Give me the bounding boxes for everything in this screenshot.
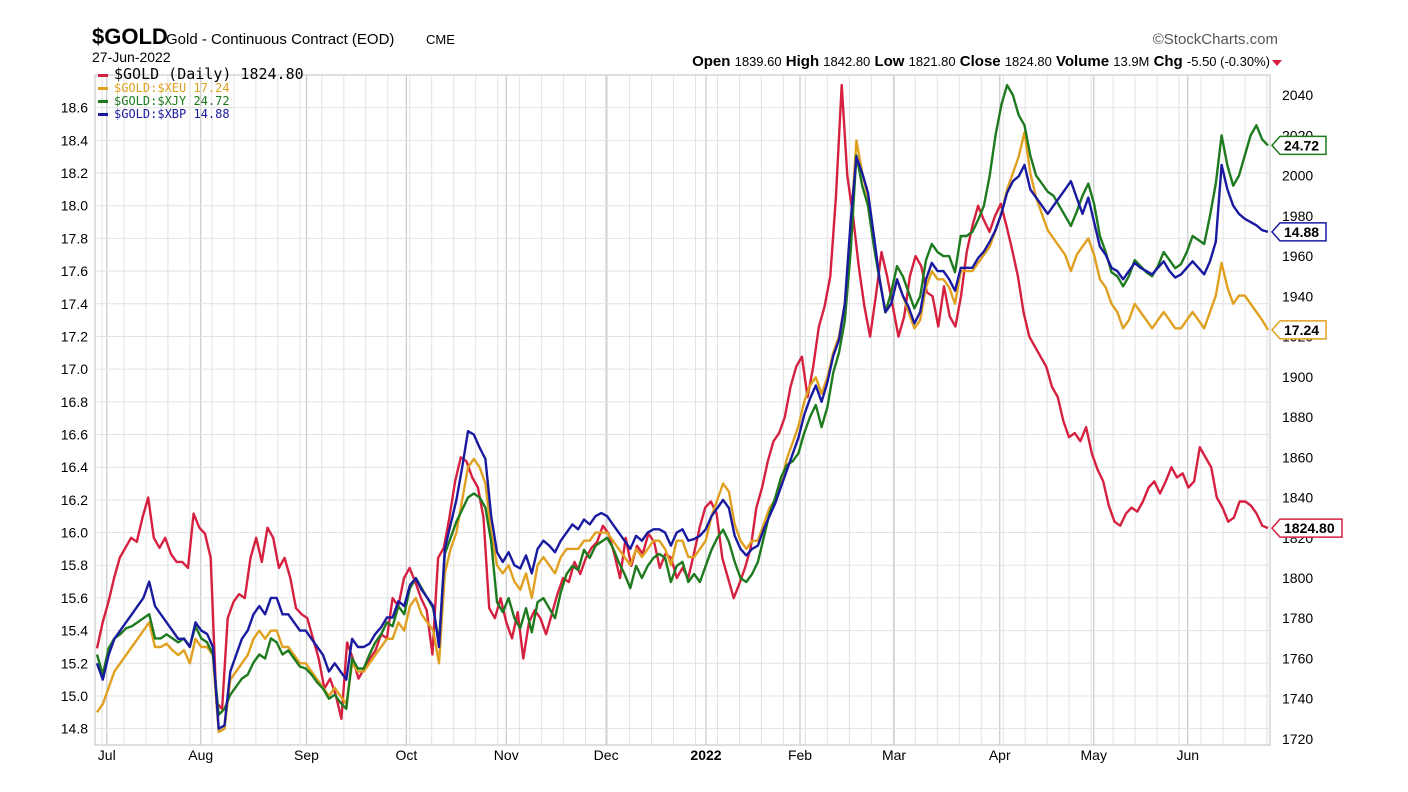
x-tick-label: Feb xyxy=(788,747,812,763)
x-tick-label: 2022 xyxy=(690,747,721,763)
close-label: Close xyxy=(960,53,1001,70)
ohlc-line: Open 1839.60 High 1842.80 Low 1821.80 Cl… xyxy=(692,53,1270,70)
badge-box xyxy=(1270,320,1327,340)
left-tick-label: 16.6 xyxy=(61,427,88,443)
chart-date: 27-Jun-2022 xyxy=(92,49,171,65)
plot-frame xyxy=(94,74,1271,746)
left-axis-ticks: 14.8 15.0 15.2 15.4 15.6 15.8 16.0 16.2 16.4 16.6… xyxy=(61,100,88,737)
chg-label: Chg xyxy=(1154,53,1183,70)
left-tick-label: 15.2 xyxy=(61,655,88,671)
contract-description: Gold - Continuous Contract (EOD) xyxy=(166,31,394,48)
left-tick-label: 16.2 xyxy=(61,492,88,508)
x-tick-label: Jun xyxy=(1176,747,1199,763)
x-tick-label: May xyxy=(1081,747,1107,763)
symbol: $GOLD xyxy=(92,24,168,49)
left-tick-label: 18.6 xyxy=(61,100,88,116)
right-tick-label: 2000 xyxy=(1282,168,1313,184)
left-tick-label: 18.4 xyxy=(61,132,88,148)
brand: ©StockCharts.com xyxy=(1153,31,1278,48)
right-tick-label: 1980 xyxy=(1282,208,1313,224)
open-value: 1839.60 xyxy=(735,54,782,69)
x-tick-label: Aug xyxy=(188,747,213,763)
exchange: CME xyxy=(426,32,455,47)
last-value-badges: 1824.80 17.24 24.72 14.88 xyxy=(1270,135,1343,538)
last-value-badge: 14.88 xyxy=(1270,222,1327,242)
left-tick-label: 17.2 xyxy=(61,328,88,344)
legend-swatch xyxy=(98,87,108,90)
x-tick-label: Mar xyxy=(882,747,906,763)
right-tick-label: 1720 xyxy=(1282,731,1313,747)
legend-swatch xyxy=(98,100,108,103)
legend-label: $GOLD:$XBP 14.88 xyxy=(114,107,230,121)
left-tick-label: 14.8 xyxy=(61,721,88,737)
badge-label: 24.72 xyxy=(1284,137,1319,153)
left-tick-label: 17.6 xyxy=(61,263,88,279)
left-tick-label: 17.8 xyxy=(61,230,88,246)
last-value-badge: 1824.80 xyxy=(1270,518,1343,538)
right-tick-label: 1800 xyxy=(1282,570,1313,586)
right-tick-label: 1880 xyxy=(1282,409,1313,425)
close-value: 1824.80 xyxy=(1005,54,1052,69)
series-lines xyxy=(95,83,1270,734)
last-value-badge: 24.72 xyxy=(1270,135,1327,156)
badge-box xyxy=(1270,135,1327,156)
left-tick-label: 15.0 xyxy=(61,688,88,704)
left-tick-label: 16.0 xyxy=(61,525,88,541)
x-tick-label: Nov xyxy=(494,747,519,763)
x-tick-label: Jul xyxy=(98,747,116,763)
series-line xyxy=(96,131,1270,734)
left-tick-label: 15.8 xyxy=(61,557,88,573)
left-tick-label: 18.2 xyxy=(61,165,88,181)
legend-label: $GOLD:$XEU 17.24 xyxy=(114,81,230,95)
x-axis-ticks: Jul Aug Sep Oct Nov Dec 2022 Feb Mar Apr May Jun xyxy=(98,747,1199,763)
right-tick-label: 1940 xyxy=(1282,288,1313,304)
open-label: Open xyxy=(692,53,730,70)
volume-label: Volume xyxy=(1056,53,1109,70)
right-axis-ticks: 1720174017601780180018201840186018801900… xyxy=(1282,87,1313,747)
volume-value: 13.9M xyxy=(1113,54,1149,69)
right-tick-label: 1760 xyxy=(1282,650,1313,666)
grid xyxy=(94,74,1271,746)
legend-swatch xyxy=(98,74,108,77)
legend: $GOLD (Daily) 1824.80$GOLD:$XEU 17.24$GO… xyxy=(98,65,304,121)
legend-label: $GOLD (Daily) 1824.80 xyxy=(114,65,304,83)
chg-value: -5.50 (-0.30%) xyxy=(1187,54,1270,69)
last-value-badge: 17.24 xyxy=(1270,320,1327,340)
low-value: 1821.80 xyxy=(909,54,956,69)
right-tick-label: 2040 xyxy=(1282,87,1313,103)
badge-label: 17.24 xyxy=(1284,322,1319,338)
low-label: Low xyxy=(874,53,904,70)
legend-label: $GOLD:$XJY 24.72 xyxy=(114,94,230,108)
left-tick-label: 17.4 xyxy=(61,296,88,312)
legend-swatch xyxy=(98,113,108,116)
x-tick-label: Sep xyxy=(294,747,319,763)
badge-label: 14.88 xyxy=(1284,224,1319,240)
badge-box xyxy=(1270,222,1327,242)
x-tick-label: Dec xyxy=(594,747,619,763)
down-triangle-icon xyxy=(1272,60,1282,66)
badge-box xyxy=(1270,518,1343,538)
x-tick-label: Oct xyxy=(395,747,417,763)
high-value: 1842.80 xyxy=(823,54,870,69)
left-tick-label: 18.0 xyxy=(61,198,88,214)
left-tick-label: 15.4 xyxy=(61,623,88,639)
left-tick-label: 17.0 xyxy=(61,361,88,377)
x-tick-label: Apr xyxy=(989,747,1011,763)
right-tick-label: 1900 xyxy=(1282,369,1313,385)
left-tick-label: 16.8 xyxy=(61,394,88,410)
series-line xyxy=(95,83,1269,720)
left-tick-label: 15.6 xyxy=(61,590,88,606)
series-line xyxy=(95,83,1269,716)
badge-label: 1824.80 xyxy=(1284,520,1335,536)
right-tick-label: 1740 xyxy=(1282,691,1313,707)
left-tick-label: 16.4 xyxy=(61,459,88,475)
right-tick-label: 1780 xyxy=(1282,610,1313,626)
right-tick-label: 1840 xyxy=(1282,490,1313,506)
high-label: High xyxy=(786,53,819,70)
right-tick-label: 1860 xyxy=(1282,449,1313,465)
right-tick-label: 1960 xyxy=(1282,248,1313,264)
series-line xyxy=(95,155,1269,730)
